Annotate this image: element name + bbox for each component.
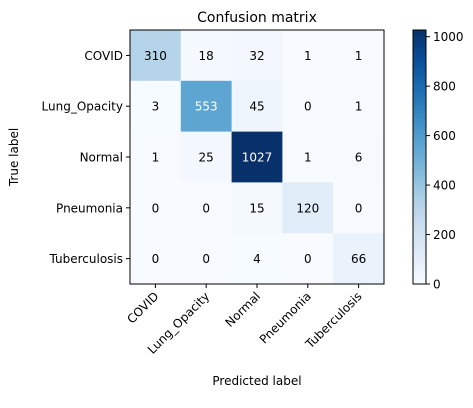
cell-value-label: 0 <box>202 252 210 266</box>
cell-value-label: 3 <box>152 100 160 114</box>
cell-value-label: 25 <box>199 151 214 165</box>
colorbar-tick-label: 200 <box>433 228 456 242</box>
cell-value-label: 0 <box>304 100 312 114</box>
matrix-cell <box>130 233 182 285</box>
matrix-cell <box>130 30 182 82</box>
cell-value-label: 1 <box>304 151 312 165</box>
matrix-cell <box>130 80 182 132</box>
cell-value-label: 0 <box>152 252 160 266</box>
colorbar-tick-label: 0 <box>433 278 441 292</box>
matrix-cell <box>231 131 283 183</box>
cell-value-label: 45 <box>249 100 264 114</box>
matrix-cell <box>282 182 334 234</box>
matrix-cell <box>180 233 232 285</box>
matrix-cell <box>231 182 283 234</box>
cell-value-label: 310 <box>144 49 167 63</box>
colorbar-tick-label: 600 <box>433 129 456 143</box>
cell-value-label: 15 <box>249 201 264 215</box>
matrix-cell <box>333 80 385 132</box>
matrix-cell <box>282 80 334 132</box>
colorbar-tick-label: 400 <box>433 179 456 193</box>
matrix-cell <box>333 233 385 285</box>
x-tick-label: COVID <box>124 289 161 326</box>
matrix-cell <box>333 30 385 82</box>
cell-value-label: 0 <box>202 201 210 215</box>
matrix-cell <box>180 30 232 82</box>
colorbar: 0 200 400 600 800 1000 <box>412 29 464 292</box>
y-tick-label: Pneumonia <box>56 201 123 215</box>
matrix-cell <box>180 131 232 183</box>
matrix-cell <box>180 80 232 132</box>
cell-value-label: 553 <box>195 100 218 114</box>
matrix-cell <box>333 182 385 234</box>
y-tick-label: Lung_Opacity <box>42 100 123 114</box>
cell-value-label: 1 <box>304 49 312 63</box>
matrix-cells: 310 18 32 1 1 3 553 45 0 1 1 25 1027 1 6 0 0 15 120 0 0 0 4 0 66 <box>130 30 385 285</box>
matrix-cell <box>282 233 334 285</box>
matrix-cell <box>130 182 182 234</box>
cell-value-label: 1027 <box>242 151 273 165</box>
cell-value-label: 120 <box>296 201 319 215</box>
cell-value-label: 66 <box>351 252 366 266</box>
matrix-cell <box>282 131 334 183</box>
cell-value-label: 0 <box>355 201 363 215</box>
x-axis-label: Predicted label <box>212 374 301 388</box>
matrix-cell <box>231 30 283 82</box>
cell-value-label: 4 <box>253 252 261 266</box>
colorbar-gradient <box>412 29 427 285</box>
matrix-cell <box>333 131 385 183</box>
y-tick-label: Normal <box>80 151 123 165</box>
matrix-cell <box>231 233 283 285</box>
colorbar-tick-label: 800 <box>433 80 456 94</box>
cell-value-label: 1 <box>152 151 160 165</box>
y-tick-label: Tuberculosis <box>49 252 124 266</box>
y-axis-label: True label <box>7 128 21 187</box>
cell-value-label: 1 <box>355 49 363 63</box>
cell-value-label: 0 <box>304 252 312 266</box>
matrix-cell <box>282 30 334 82</box>
matrix-cell <box>130 131 182 183</box>
matrix-cell <box>231 80 283 132</box>
chart-title: Confusion matrix <box>197 10 317 26</box>
cell-value-label: 1 <box>355 100 363 114</box>
cell-value-label: 0 <box>152 201 160 215</box>
cell-value-label: 18 <box>199 49 214 63</box>
cell-value-label: 32 <box>249 49 264 63</box>
x-tick-label: Normal <box>223 289 264 330</box>
colorbar-tick-label: 1000 <box>433 30 464 44</box>
y-tick-label: COVID <box>84 49 123 63</box>
cell-value-label: 6 <box>355 151 363 165</box>
matrix-cell <box>180 182 232 234</box>
